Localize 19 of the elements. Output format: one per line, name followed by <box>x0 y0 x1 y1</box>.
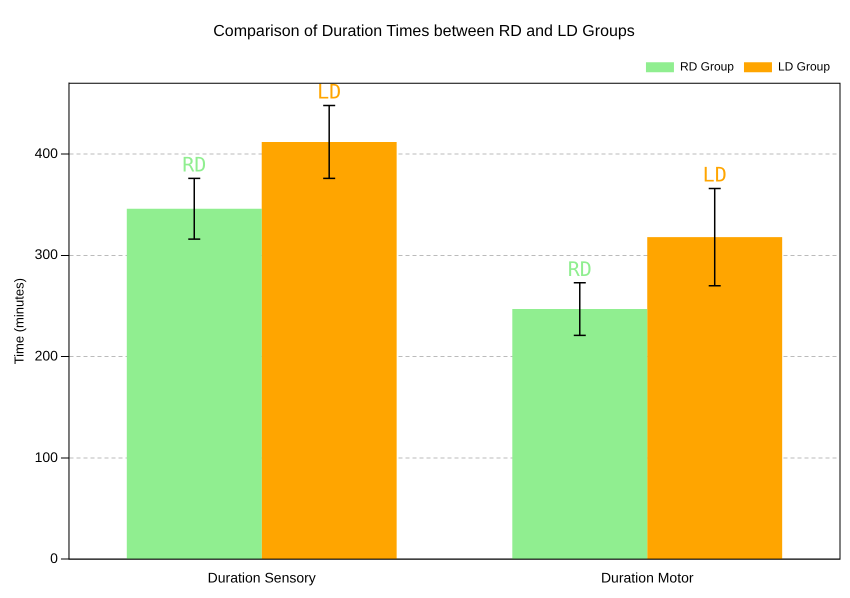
x-tick-label: Duration Motor <box>600 569 694 586</box>
y-axis-title: Time (minutes) <box>11 278 26 364</box>
y-tick-label: 100 <box>34 448 58 465</box>
legend-label: RD Group <box>680 60 734 74</box>
x-tick-label: Duration Sensory <box>208 569 316 586</box>
data-label: RD <box>568 256 592 281</box>
data-label: RD <box>182 152 206 177</box>
data-label: LD <box>702 162 727 187</box>
data-label: LD <box>317 80 342 104</box>
legend-label: LD Group <box>778 60 830 74</box>
y-tick-label: 400 <box>34 144 58 161</box>
y-tick-label: 0 <box>50 550 58 566</box>
bar <box>512 309 648 559</box>
y-tick-label: 300 <box>34 246 58 262</box>
y-tick-label: 200 <box>34 348 58 364</box>
chart-title: Comparison of Duration Times between RD and LD Groups <box>213 23 635 40</box>
bar <box>126 208 262 559</box>
bar <box>647 237 782 559</box>
bar <box>262 142 397 559</box>
